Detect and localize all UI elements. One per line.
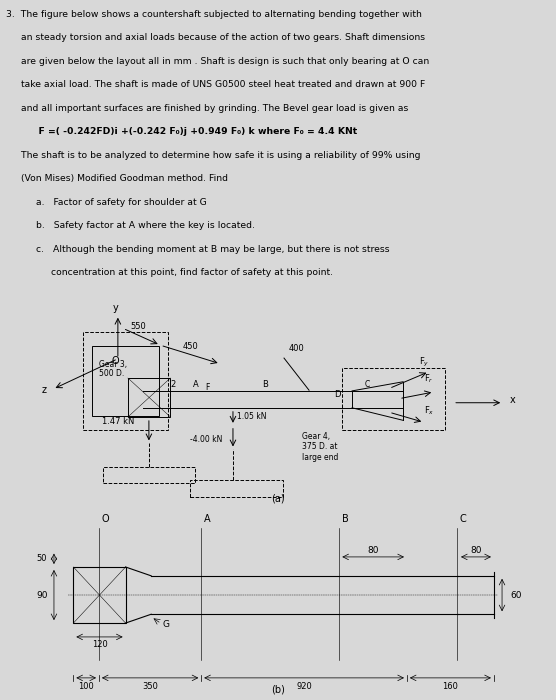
Text: 2: 2	[170, 380, 176, 389]
Text: 100: 100	[78, 682, 94, 691]
Text: a.   Factor of safety for shoulder at G: a. Factor of safety for shoulder at G	[6, 197, 206, 206]
Bar	[191, 480, 283, 497]
Text: 400: 400	[289, 344, 305, 354]
Text: 60: 60	[510, 591, 522, 599]
Text: 120: 120	[92, 640, 107, 649]
Text: B: B	[262, 380, 269, 389]
Text: The shaft is to be analyzed to determine how safe it is using a reliability of 9: The shaft is to be analyzed to determine…	[6, 150, 420, 160]
Text: 500 D.: 500 D.	[99, 370, 124, 378]
Text: O: O	[102, 514, 109, 524]
Text: (a): (a)	[271, 494, 285, 503]
Text: F$_y$: F$_y$	[419, 356, 430, 370]
Text: A: A	[204, 514, 211, 524]
Text: 1.47 kN: 1.47 kN	[102, 416, 134, 426]
Text: -4.00 kN: -4.00 kN	[191, 435, 223, 444]
Text: x: x	[509, 395, 515, 405]
Text: C: C	[460, 514, 466, 524]
Text: F: F	[205, 383, 209, 392]
Text: b.   Safety factor at A where the key is located.: b. Safety factor at A where the key is l…	[6, 221, 255, 230]
Text: F$_x$: F$_x$	[424, 405, 435, 417]
Text: 80: 80	[368, 546, 379, 555]
Text: Gear 3,: Gear 3,	[99, 360, 127, 369]
Text: 450: 450	[183, 342, 198, 351]
Text: 160: 160	[443, 682, 458, 691]
Text: C: C	[364, 380, 370, 389]
Text: concentration at this point, find factor of safety at this point.: concentration at this point, find factor…	[6, 268, 332, 277]
Text: 50: 50	[37, 554, 47, 564]
Text: 80: 80	[470, 546, 481, 555]
Bar	[92, 346, 160, 416]
Text: 350: 350	[142, 682, 158, 691]
Text: (Von Mises) Modified Goodman method. Find: (Von Mises) Modified Goodman method. Fin…	[6, 174, 227, 183]
Text: and all important surfaces are finished by grinding. The Bevel gear load is give: and all important surfaces are finished …	[6, 104, 408, 113]
Text: F$_r$: F$_r$	[424, 373, 434, 385]
Text: 920: 920	[296, 682, 312, 691]
Text: c.   Although the bending moment at B may be large, but there is not stress: c. Although the bending moment at B may …	[6, 245, 389, 253]
Text: G: G	[163, 620, 170, 629]
Text: take axial load. The shaft is made of UNS G0500 steel heat treated and drawn at : take axial load. The shaft is made of UN…	[6, 80, 425, 89]
Text: 375 D. at: 375 D. at	[302, 442, 337, 452]
Bar	[73, 567, 126, 623]
Text: are given below the layout all in mm . Shaft is design is such that only bearing: are given below the layout all in mm . S…	[6, 57, 429, 66]
Text: 90: 90	[36, 591, 47, 599]
Text: y: y	[112, 302, 118, 313]
Text: D: D	[334, 390, 340, 399]
Text: large end: large end	[302, 453, 339, 461]
Text: an steady torsion and axial loads because of the action of two gears. Shaft dime: an steady torsion and axial loads becaus…	[6, 33, 425, 42]
Bar	[83, 332, 168, 430]
Text: (b): (b)	[271, 685, 285, 694]
Bar	[128, 378, 171, 417]
Text: z: z	[41, 384, 46, 395]
Text: 3.  The figure below shows a countershaft subjected to alternating bending toget: 3. The figure below shows a countershaft…	[6, 10, 421, 19]
Text: Gear 4,: Gear 4,	[302, 433, 330, 441]
Text: A: A	[192, 380, 198, 389]
Bar	[103, 467, 196, 483]
Text: B: B	[342, 514, 349, 524]
Text: F =( -0.242FD)i +(-0.242 F₀)j +0.949 F₀) k where F₀ = 4.4 KNt: F =( -0.242FD)i +(-0.242 F₀)j +0.949 F₀)…	[6, 127, 357, 136]
Text: O: O	[112, 356, 119, 366]
Text: 1.05 kN: 1.05 kN	[237, 412, 266, 421]
Bar	[342, 368, 445, 430]
Text: 550: 550	[130, 322, 146, 331]
